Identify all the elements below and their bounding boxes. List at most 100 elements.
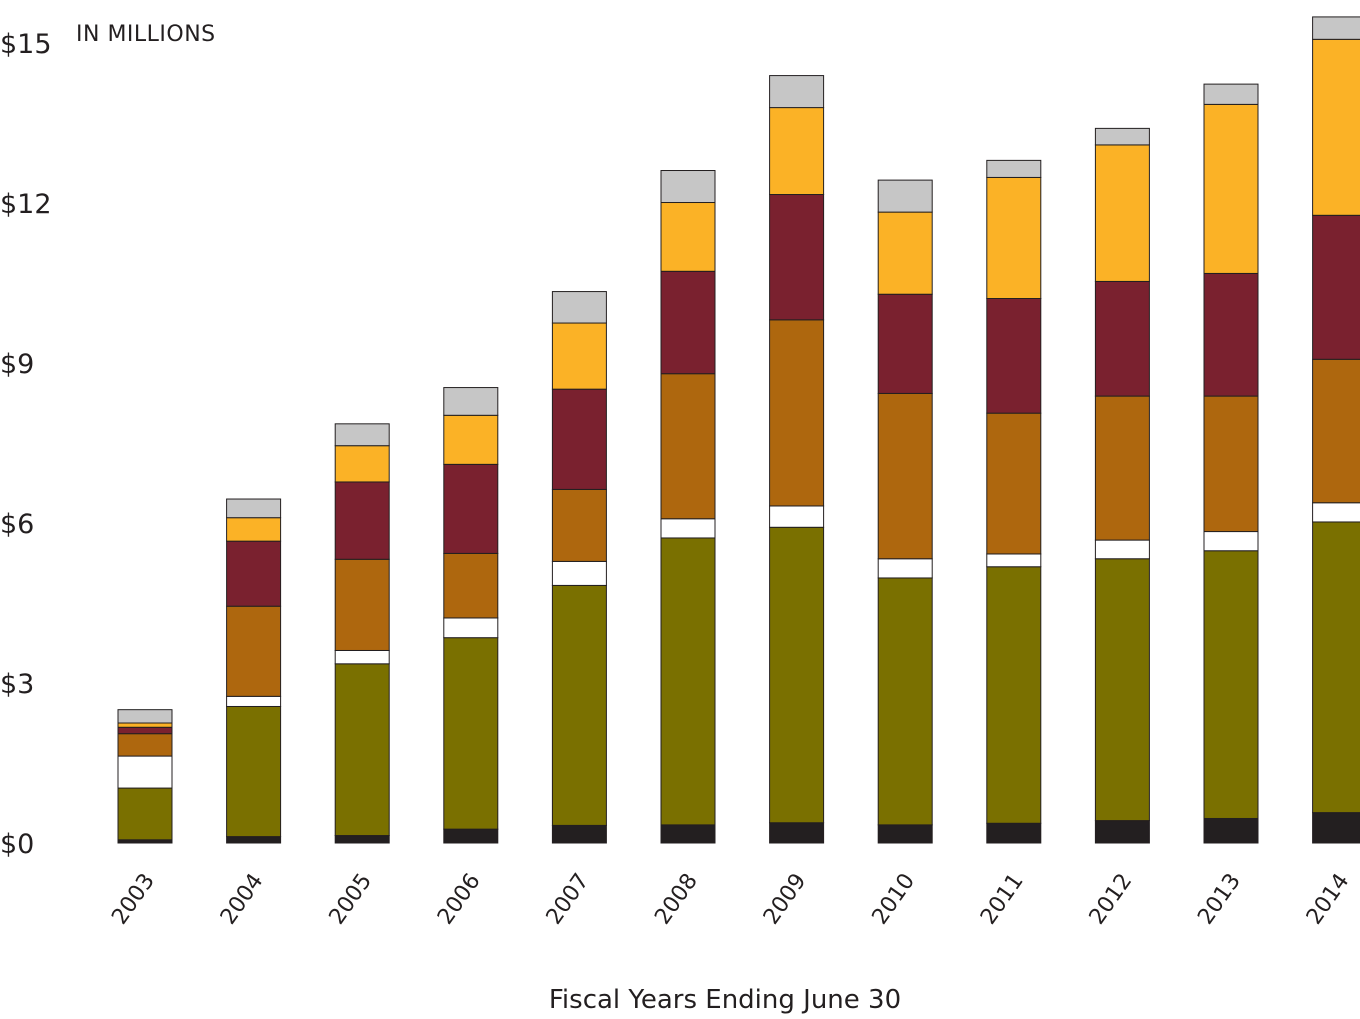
bar-segment [660,373,716,520]
x-tick-label: 2010 [868,869,921,929]
x-axis: 2003 2004 2005 2006 2007 2008 2009 2010 2011 2012… [107,869,1354,929]
bar-segment [226,498,282,519]
bar-segment [986,176,1042,300]
x-tick-label: 2013 [1193,869,1246,929]
bar-segment [769,505,825,528]
bar-segment [226,705,282,838]
bar-segment [1094,395,1150,541]
units-label: IN MILLIONS [76,22,216,47]
bar-segment [551,488,607,562]
x-tick-label: 2005 [325,869,378,929]
bar-segment [117,755,173,789]
bar-segment [660,170,716,204]
bar-segment [334,445,390,483]
bar-segment [1203,103,1259,274]
bar-segment [769,319,825,507]
bar-segment [769,822,825,844]
bar-segment [1312,521,1360,814]
bar-segment [443,617,499,639]
x-tick-label: 2008 [650,869,703,929]
bar-segment [877,179,933,213]
y-axis: $0 $3 $6 $9 $12 $15 [0,29,52,860]
bar-segment [660,270,716,375]
y-tick-label: $9 [0,349,34,380]
bar-segment [1312,812,1360,844]
x-axis-title: Fiscal Years Ending June 30 [548,985,902,1015]
bar-segment [226,517,282,542]
bar-segment [334,558,390,651]
y-tick-label: $0 [0,829,34,860]
bar-segment [551,560,607,586]
bar-segment [117,722,173,728]
bar-segment [551,388,607,490]
bar-segment [1094,280,1150,397]
bar-segment [769,526,825,824]
bar-segment [117,787,173,841]
bar-segment [117,709,173,724]
x-tick-label: 2009 [759,869,812,929]
bar-segment [1203,550,1259,819]
bar-segment [443,552,499,619]
bar-segment [1312,38,1360,216]
x-tick-label: 2012 [1085,869,1138,929]
bar-segment [986,822,1042,844]
bar-segment [443,387,499,416]
bar-segment [986,553,1042,568]
bar-segment [443,414,499,465]
bar-segment [769,75,825,109]
y-tick-label: $6 [0,509,34,540]
bar-segment [1203,83,1259,105]
bar-segment [986,412,1042,555]
bar-segment [551,322,607,390]
bar-segment [1203,531,1259,552]
bar-segment [334,481,390,560]
bar-segment [1094,144,1150,282]
bar-segment [986,298,1042,414]
bar-segment [551,584,607,826]
bar-segment [877,577,933,826]
bar-segment [334,649,390,665]
bar-segment [334,835,390,844]
bar-segment [660,824,716,844]
bar-segment [226,605,282,697]
bar-segment [334,423,390,447]
bar-segment [986,566,1042,824]
bar-segment [660,202,716,272]
bar-segment [877,824,933,844]
bar-segment [1203,272,1259,397]
bar-segment [1094,820,1150,844]
bar-segment [226,695,282,707]
bar-segment [334,663,390,837]
bar-segment [877,392,933,560]
x-tick-label: 2004 [216,869,269,929]
bar-segment [226,836,282,844]
x-tick-label: 2011 [976,869,1029,929]
bar-segment [443,828,499,844]
bar-segment [226,540,282,607]
y-tick-label: $15 [0,29,52,60]
x-tick-label: 2006 [433,869,486,929]
x-tick-label: 2014 [1302,869,1355,929]
bar-segment [660,537,716,826]
bar-segment [660,518,716,539]
bar-segment [551,824,607,844]
bar-segment [769,194,825,321]
bar-segment [117,726,173,735]
bar-segment [769,107,825,196]
bar-segment [443,637,499,830]
x-tick-label: 2003 [107,869,160,929]
bar-segment [877,293,933,394]
y-tick-label: $12 [0,189,52,220]
bar-segment [877,211,933,295]
bar-segment [1094,127,1150,146]
bars [117,16,1360,844]
bar-segment [1312,502,1360,523]
bar-segment [1312,214,1360,360]
bar-segment [1203,817,1259,844]
bar-segment [1094,539,1150,560]
bar-segment [1312,358,1360,504]
bar-segment [117,733,173,757]
bar-segment [1094,558,1150,822]
bar-segment [877,558,933,579]
